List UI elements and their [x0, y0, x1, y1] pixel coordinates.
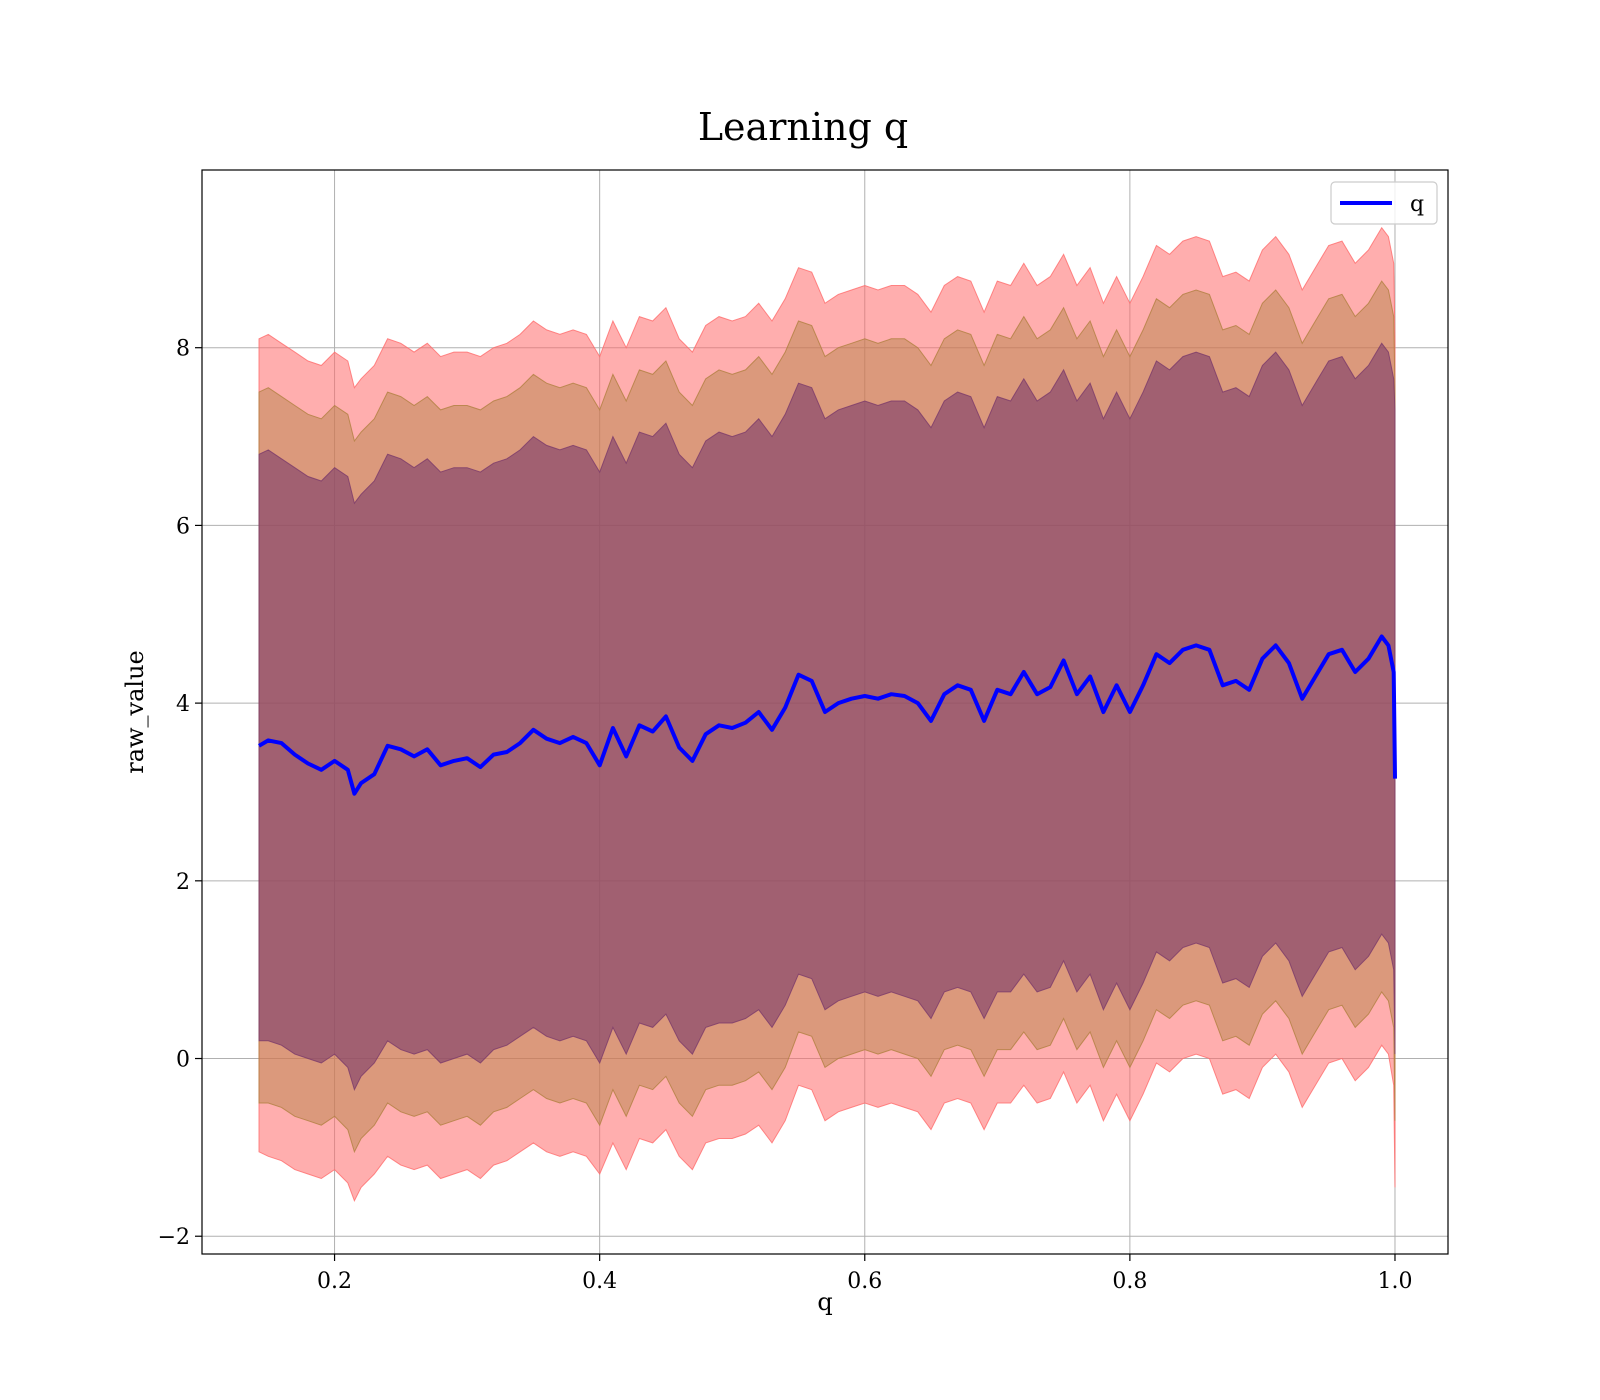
confidence-bands	[258, 226, 1396, 1202]
y-tick-label: 6	[176, 514, 190, 539]
series-line-q	[257, 634, 1397, 796]
x-tick-label: 0.6	[847, 1269, 882, 1294]
x-tick-label: 0.8	[1112, 1269, 1147, 1294]
x-tick-label: 0.2	[317, 1269, 352, 1294]
x-axis-label: q	[817, 1288, 832, 1316]
y-tick-label: 8	[176, 337, 190, 362]
y-axis-ticks: −2 0 2 4 6 8	[158, 337, 202, 1250]
x-axis-ticks: 0.2 0.4 0.6 0.8 1.0	[317, 1254, 1412, 1294]
series-lines	[257, 634, 1397, 796]
y-tick-label: −2	[158, 1225, 190, 1250]
y-tick-label: 2	[176, 870, 190, 895]
y-tick-label: 4	[176, 692, 190, 717]
x-tick-label: 1.0	[1377, 1269, 1412, 1294]
y-tick-label: 0	[176, 1048, 190, 1073]
plot-frame	[201, 169, 1449, 1255]
confidence-band-3	[258, 342, 1396, 1091]
legend-label-q: q	[1410, 192, 1424, 217]
y-axis-label: raw_value	[121, 650, 149, 774]
chart-title: Learning q	[698, 105, 908, 149]
x-tick-label: 0.4	[582, 1269, 617, 1294]
legend: q	[1330, 181, 1438, 225]
